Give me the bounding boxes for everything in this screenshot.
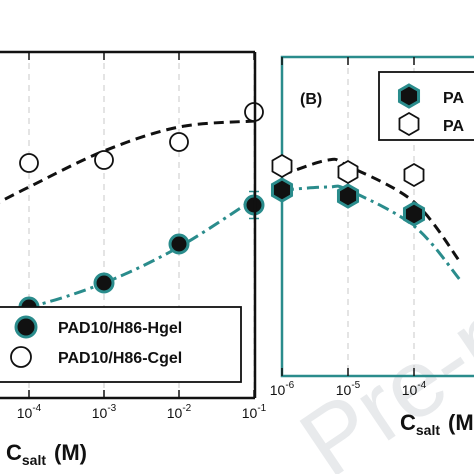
- data-point-filled-circle: [93, 272, 115, 294]
- x-tick-label: 10-6: [270, 380, 295, 398]
- fit-line-b-1: [282, 157, 462, 263]
- panel-b-fits: [282, 157, 462, 281]
- legend-marker-hex-open: [398, 111, 420, 137]
- data-point-open-hexagon: [403, 162, 425, 188]
- fit-line-a-1: [0, 119, 255, 204]
- fit-line-b-0: [282, 184, 462, 281]
- panel-a-fits: [0, 119, 255, 313]
- data-point-filled-hexagon: [336, 183, 360, 209]
- data-point-filled-hexagon: [402, 201, 426, 227]
- panel-b-frame: [280, 55, 474, 378]
- panel-a-x-axis-title: Csalt (M): [6, 440, 87, 468]
- panel-b-label: (B): [300, 91, 322, 108]
- legend-marker-hex-filled: [397, 83, 421, 109]
- data-point-open-circle: [169, 132, 189, 152]
- panel-b-legend: PA PA: [378, 71, 474, 141]
- data-point-open-circle: [19, 153, 39, 173]
- x-tick-label: 10-4: [17, 403, 42, 421]
- panel-a-points: [18, 102, 265, 318]
- x-tick-label: 10-5: [336, 380, 361, 398]
- x-tick-label: 10-4: [402, 380, 427, 398]
- legend-label-hex-open: PA: [443, 118, 464, 135]
- panel-a: 10-4 10-3 10-2 10-1 PAD10/H86-Hgel PAD10/H8…: [0, 50, 267, 468]
- data-point-open-circle: [94, 150, 114, 170]
- data-point-open-hexagon: [271, 153, 293, 179]
- panel-b-x-axis-title: Csalt (M: [400, 410, 474, 438]
- legend-label-hex-filled: PA: [443, 90, 464, 107]
- fit-line-a-0: [0, 197, 255, 313]
- legend-label-hgel: PAD10/H86-Hgel: [58, 320, 182, 337]
- panel-b: 10-6 10-5 10-4 (B) PA PA Csalt (M: [270, 55, 474, 438]
- panel-a-ticks: 10-4 10-3 10-2 10-1: [17, 52, 267, 421]
- x-tick-label: 10-3: [92, 403, 117, 421]
- data-point-filled-hexagon: [270, 177, 294, 203]
- legend-marker-cgel: [10, 346, 32, 368]
- panel-b-ticks: 10-6 10-5 10-4: [270, 57, 427, 398]
- x-tick-label: 10-2: [167, 403, 192, 421]
- data-point-filled-circle: [168, 233, 190, 255]
- legend-label-cgel: PAD10/H86-Cgel: [58, 350, 182, 367]
- panel-b-legend-box: [378, 71, 474, 141]
- watermark-text: Pre-proof: [282, 185, 474, 474]
- data-point-open-hexagon: [337, 159, 359, 185]
- panel-a-legend: PAD10/H86-Hgel PAD10/H86-Cgel: [0, 306, 242, 383]
- panel-b-points: [270, 153, 426, 227]
- panel-a-legend-box: [0, 306, 242, 383]
- x-tick-label: 10-1: [242, 403, 267, 421]
- legend-marker-hgel: [14, 315, 38, 339]
